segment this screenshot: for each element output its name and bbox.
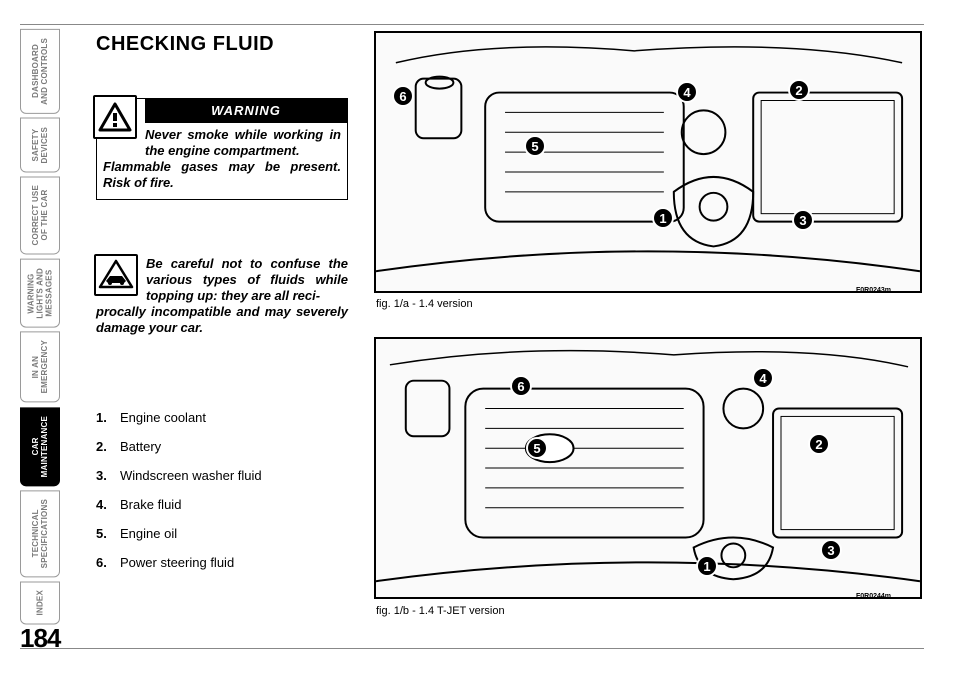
caution-box: Be careful not to confuse the various ty… — [96, 256, 348, 342]
list-item: 3.Windscreen washer fluid — [96, 468, 348, 483]
callout-3: 3 — [792, 209, 814, 231]
tab-index[interactable]: INDEX — [20, 581, 60, 624]
fluid-legend: 1.Engine coolant 2.Battery 3.Windscreen … — [96, 410, 348, 570]
page-title: CHECKING FLUID — [96, 33, 348, 56]
callout-2: 2 — [808, 433, 830, 455]
legend-num: 5. — [96, 526, 120, 541]
tab-warning[interactable]: WARNING LIGHTS AND MESSAGES — [20, 259, 60, 328]
callout-4: 4 — [676, 81, 698, 103]
tab-maintenance[interactable]: CAR MAINTENANCE — [20, 407, 60, 486]
legend-num: 4. — [96, 497, 120, 512]
caution-line2: procally incompatible and may severely d… — [96, 304, 348, 335]
list-item: 6.Power steering fluid — [96, 555, 348, 570]
legend-text: Windscreen washer fluid — [120, 468, 262, 483]
tab-dashboard[interactable]: DASHBOARD AND CONTROLS — [20, 29, 60, 114]
callout-2: 2 — [788, 79, 810, 101]
left-column: CHECKING FLUID WARNING Never smoke while… — [96, 33, 348, 584]
engine-diagram-a — [376, 33, 920, 291]
callout-1: 1 — [652, 207, 674, 229]
figure-b-ref: F0R0244m — [856, 593, 891, 600]
warning-line2: Flammable gases may be present. Risk of … — [103, 159, 341, 190]
legend-num: 1. — [96, 410, 120, 425]
callout-6: 6 — [392, 85, 414, 107]
callout-5: 5 — [524, 135, 546, 157]
warning-line1: Never smoke while working in the engine … — [145, 127, 341, 159]
legend-num: 3. — [96, 468, 120, 483]
legend-num: 6. — [96, 555, 120, 570]
callout-5: 5 — [526, 437, 548, 459]
figure-b-caption: fig. 1/b - 1.4 T-JET version — [376, 605, 505, 617]
warning-icon — [93, 95, 137, 139]
list-item: 4.Brake fluid — [96, 497, 348, 512]
tab-safety[interactable]: SAFETY DEVICES — [20, 118, 60, 173]
section-tabs: DASHBOARD AND CONTROLS SAFETY DEVICES CO… — [20, 25, 60, 648]
warning-box: WARNING Never smoke while working in the… — [96, 98, 348, 200]
legend-text: Engine coolant — [120, 410, 206, 425]
legend-text: Engine oil — [120, 526, 177, 541]
figure-b: 6 5 4 2 1 3 — [374, 337, 922, 599]
legend-text: Battery — [120, 439, 161, 454]
manual-page: DASHBOARD AND CONTROLS SAFETY DEVICES CO… — [20, 24, 924, 649]
legend-text: Power steering fluid — [120, 555, 234, 570]
list-item: 2.Battery — [96, 439, 348, 454]
tab-emergency[interactable]: IN AN EMERGENCY — [20, 331, 60, 402]
legend-num: 2. — [96, 439, 120, 454]
legend-text: Brake fluid — [120, 497, 181, 512]
engine-diagram-b — [376, 339, 920, 597]
page-number: 184 — [20, 623, 60, 654]
callout-1: 1 — [696, 555, 718, 577]
warning-text: Never smoke while working in the engine … — [103, 127, 341, 191]
caution-line1: Be careful not to confuse the various ty… — [146, 256, 348, 304]
figure-a-ref: F0R0243m — [856, 287, 891, 294]
tab-tech-spec[interactable]: TECHNICAL SPECIFICATIONS — [20, 490, 60, 577]
figure-a-caption: fig. 1/a - 1.4 version — [376, 298, 473, 310]
car-caution-icon — [94, 254, 138, 296]
tab-correct-use[interactable]: CORRECT USE OF THE CAR — [20, 176, 60, 254]
callout-4: 4 — [752, 367, 774, 389]
callout-6: 6 — [510, 375, 532, 397]
list-item: 1.Engine coolant — [96, 410, 348, 425]
list-item: 5.Engine oil — [96, 526, 348, 541]
callout-3: 3 — [820, 539, 842, 561]
warning-header: WARNING — [145, 99, 347, 123]
figure-a: 6 5 1 4 2 3 — [374, 31, 922, 293]
